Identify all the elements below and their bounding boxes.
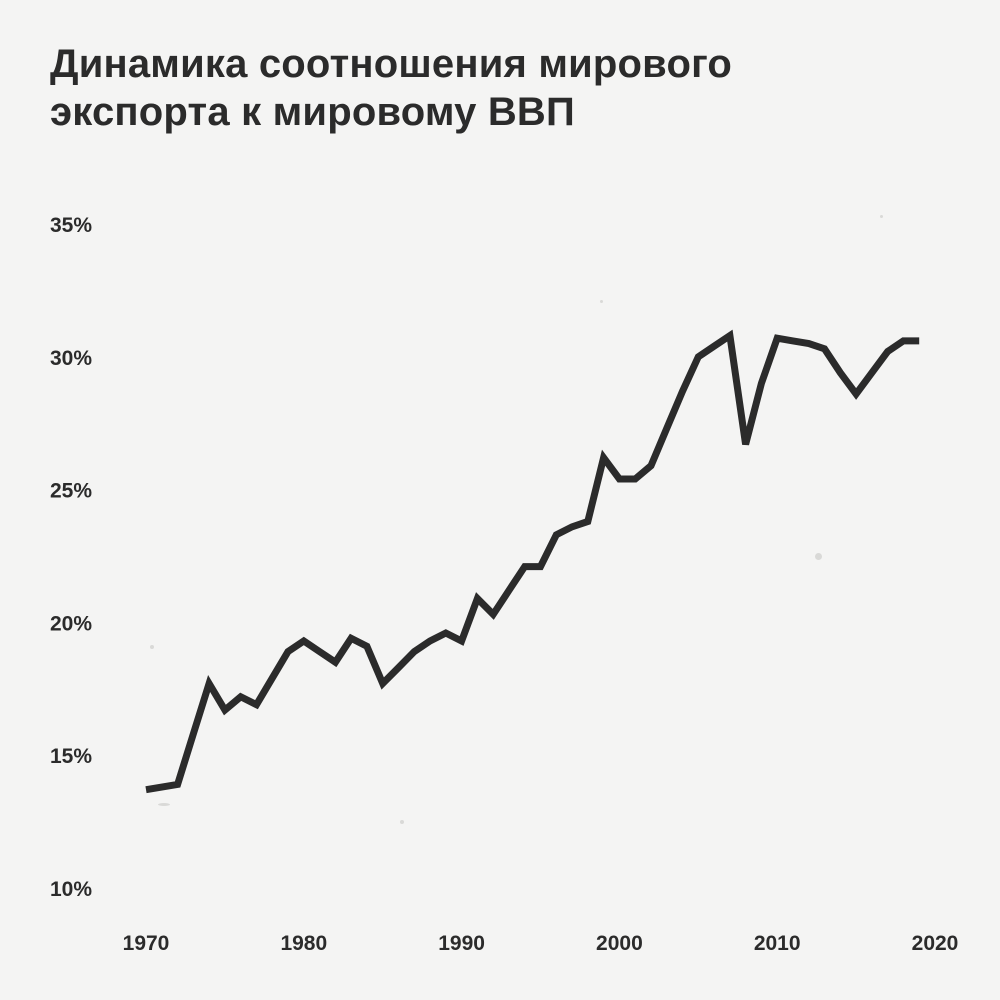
- data-point: [222, 707, 228, 713]
- y-tick-label: 25%: [50, 480, 92, 503]
- series-layer: [143, 329, 922, 794]
- data-point: [538, 564, 544, 570]
- data-point: [506, 588, 512, 594]
- data-point: [569, 524, 575, 530]
- x-tick-label: 1970: [123, 932, 170, 955]
- data-point: [332, 659, 338, 665]
- data-point: [743, 441, 749, 447]
- data-point: [522, 564, 528, 570]
- paper-speck: [880, 215, 883, 218]
- data-point: [616, 476, 622, 482]
- data-point: [711, 343, 717, 349]
- chart-title: Динамика соотношения мирового экспорта к…: [50, 42, 733, 134]
- data-point: [664, 426, 670, 432]
- data-point: [774, 335, 780, 341]
- data-point: [601, 455, 607, 461]
- data-point: [885, 348, 891, 354]
- data-point: [348, 635, 354, 641]
- data-point: [380, 680, 386, 686]
- paper-speck: [400, 820, 404, 824]
- x-tick-label: 1980: [280, 932, 327, 955]
- data-point: [301, 638, 307, 644]
- data-point: [869, 370, 875, 376]
- data-point: [175, 781, 181, 787]
- data-point: [411, 649, 417, 655]
- data-point: [364, 643, 370, 649]
- data-point: [427, 638, 433, 644]
- data-point: [238, 694, 244, 700]
- x-tick-label: 2000: [596, 932, 643, 955]
- data-point: [632, 476, 638, 482]
- data-point: [837, 370, 843, 376]
- data-point: [553, 532, 559, 538]
- y-tick-label: 30%: [50, 347, 92, 370]
- series-line: [145, 329, 920, 794]
- y-tick-label: 15%: [50, 745, 92, 768]
- y-axis-ticks: 10% 15% 20% 25% 30% 35%: [50, 214, 92, 901]
- data-point: [395, 665, 401, 671]
- data-point: [474, 595, 480, 601]
- paper-speck: [158, 803, 170, 806]
- y-tick-label: 10%: [50, 878, 92, 901]
- paper-speck: [815, 553, 822, 560]
- data-point: [790, 338, 796, 344]
- paper-speck: [600, 300, 603, 303]
- data-point: [317, 649, 323, 655]
- x-tick-label: 2020: [912, 932, 959, 955]
- data-point: [206, 680, 212, 686]
- data-point: [695, 354, 701, 360]
- y-tick-label: 35%: [50, 214, 92, 237]
- x-tick-label: 2010: [754, 932, 801, 955]
- x-axis-ticks: 1970 1980 1990 2000 2010 2020: [123, 932, 959, 955]
- data-point: [727, 333, 733, 339]
- data-point: [822, 346, 828, 352]
- data-point: [680, 388, 686, 394]
- data-point: [443, 630, 449, 636]
- data-point: [806, 341, 812, 347]
- data-point: [758, 380, 764, 386]
- data-point: [159, 784, 165, 790]
- data-point: [648, 463, 654, 469]
- data-point: [143, 787, 149, 793]
- data-point: [285, 649, 291, 655]
- y-tick-label: 20%: [50, 612, 92, 635]
- data-point: [585, 518, 591, 524]
- data-point: [916, 338, 922, 344]
- data-point: [190, 731, 196, 737]
- data-point: [853, 391, 859, 397]
- data-point: [459, 638, 465, 644]
- data-point: [900, 338, 906, 344]
- paper-speck: [150, 645, 154, 649]
- data-point: [253, 702, 259, 708]
- data-point: [269, 675, 275, 681]
- data-point: [490, 611, 496, 617]
- x-tick-label: 1990: [438, 932, 485, 955]
